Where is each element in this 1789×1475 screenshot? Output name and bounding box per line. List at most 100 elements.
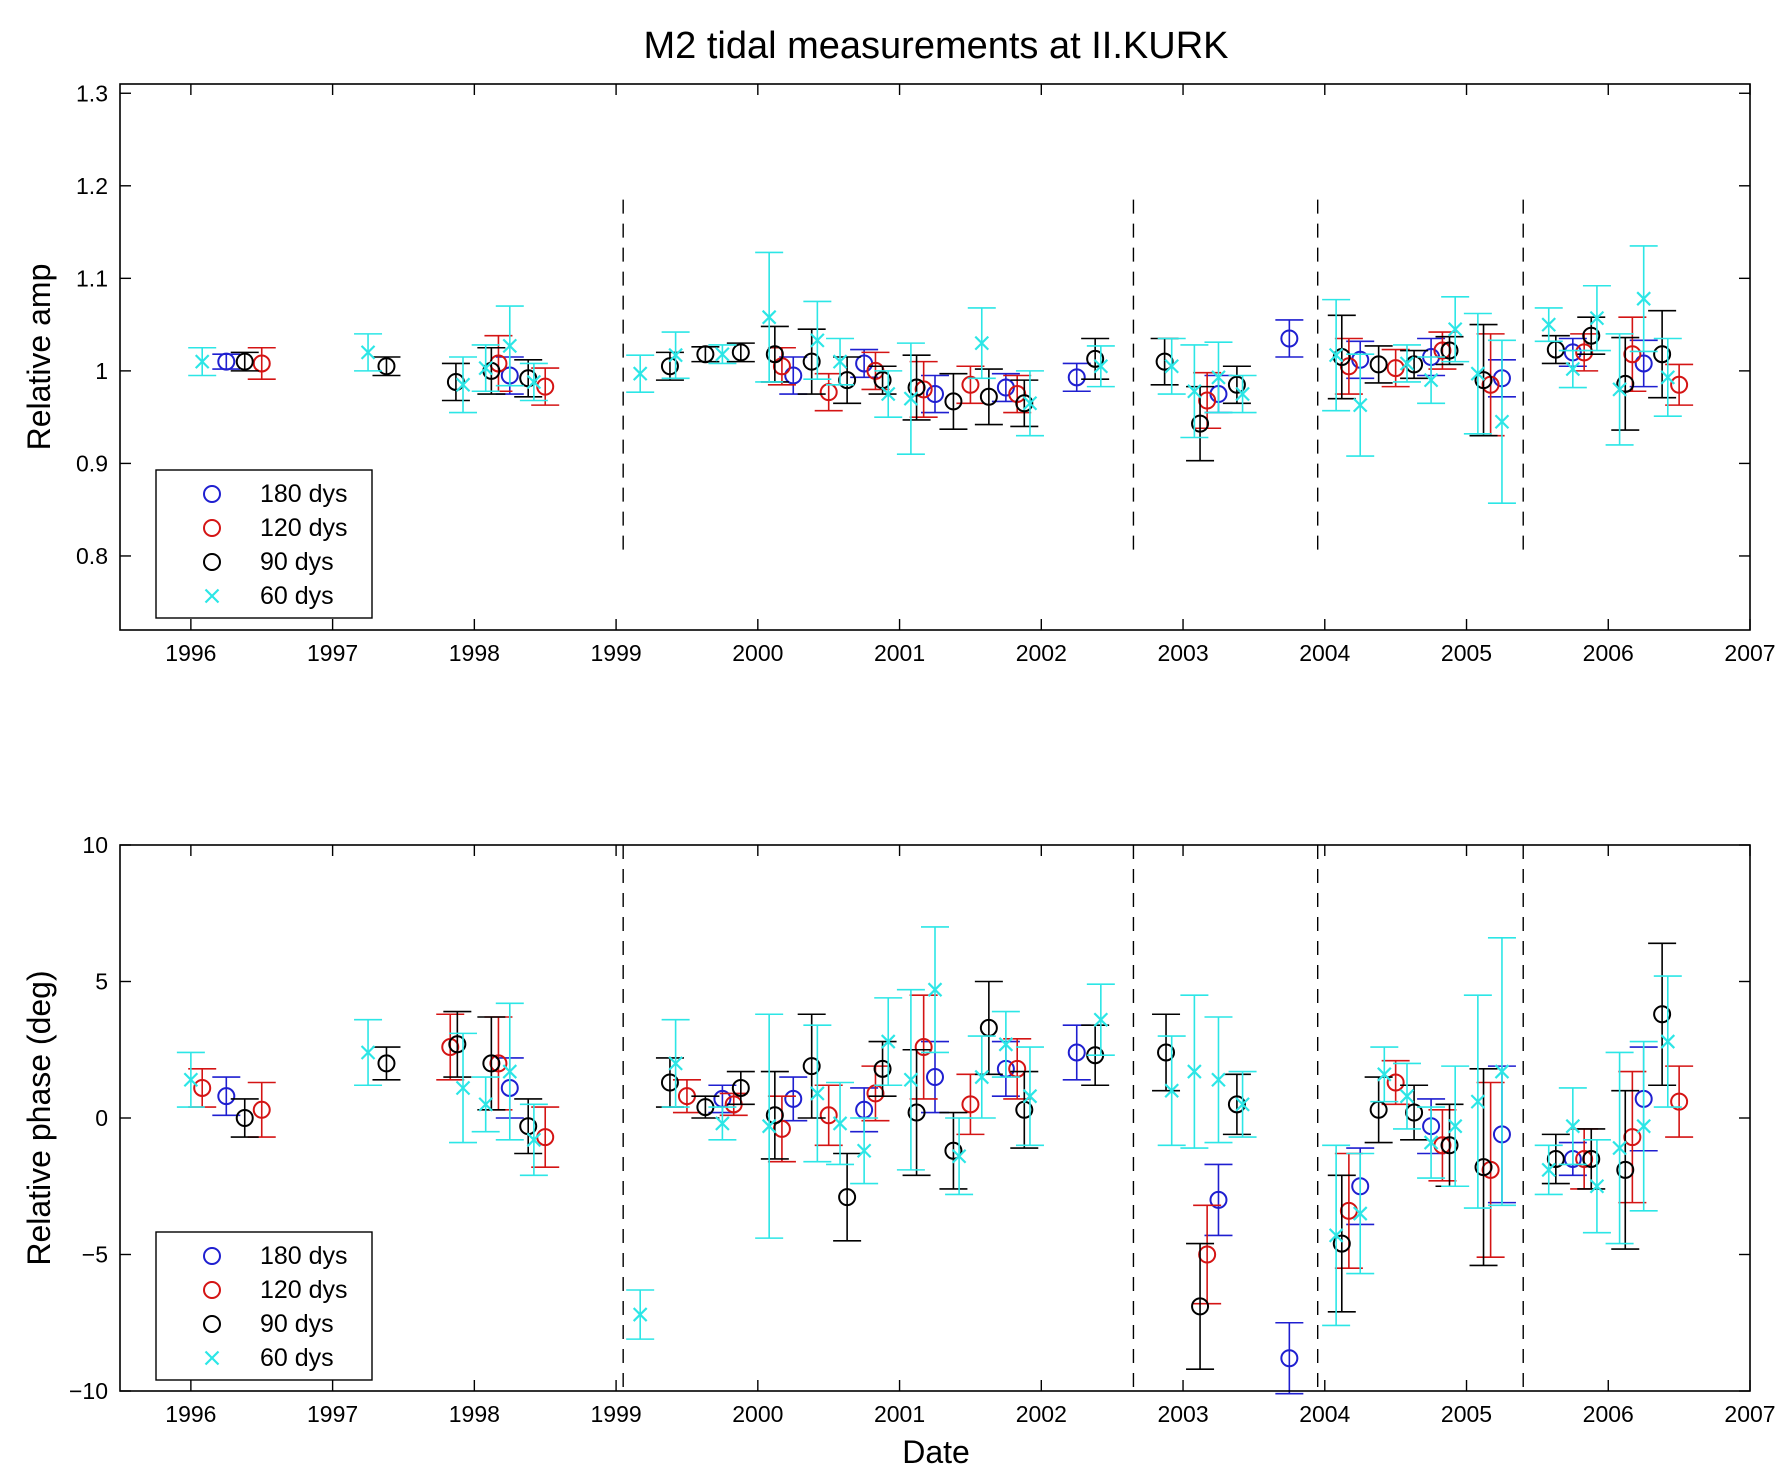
error-bar-120-dys	[1618, 1070, 1647, 1204]
error-bar-90-dys	[1400, 349, 1429, 380]
data-point-60-dys	[1187, 383, 1202, 399]
data-point-60-dys	[1636, 1118, 1651, 1134]
data-point-60-dys	[761, 1118, 777, 1134]
data-point-120-dys	[961, 375, 980, 394]
error-bar-90-dys	[1152, 1013, 1181, 1092]
legend: 180 dys 120 dys 90 dys 60 dys	[155, 1231, 373, 1381]
series-60-dys	[188, 245, 1682, 505]
data-point-60-dys	[1235, 1097, 1250, 1112]
data-point-60-dys	[1423, 372, 1439, 388]
error-bar-120-dys	[1334, 337, 1363, 395]
amplitude-panel: 1996 1997 1998 1999 2000 2001 2002 2003 2004 2005…	[21, 80, 1776, 666]
legend-label-60-dys: 60 dys	[260, 1344, 334, 1372]
data-point-60-dys	[1541, 1162, 1557, 1178]
error-bar-90-dys	[1648, 942, 1677, 1087]
error-bar-90-dys	[902, 1048, 931, 1177]
x-tick-label: 2004	[1299, 1401, 1350, 1427]
data-point-180-dys	[217, 1087, 236, 1106]
y-tick-label: 5	[95, 969, 108, 995]
data-point-90-dys	[802, 1057, 821, 1076]
error-bar-90-dys	[1435, 1103, 1464, 1188]
error-bar-90-dys	[1327, 314, 1356, 400]
x-tick-label: 1999	[591, 640, 642, 666]
data-point-180-dys	[926, 1068, 944, 1087]
y-tick-label: 1.1	[76, 265, 108, 291]
data-point-60-dys	[1660, 370, 1676, 385]
data-point-60-dys	[1494, 414, 1510, 430]
y-axis-label: Relative amp	[21, 264, 57, 451]
error-bar-90-dys	[1435, 335, 1464, 366]
data-point-60-dys	[1164, 1083, 1179, 1098]
data-point-90-dys	[1191, 1297, 1210, 1316]
data-point-120-dys	[252, 354, 271, 373]
data-point-90-dys	[1653, 345, 1672, 364]
data-point-60-dys	[668, 347, 683, 363]
x-tick-label: 2000	[732, 640, 783, 666]
data-point-90-dys	[1440, 1136, 1459, 1155]
data-point-90-dys	[660, 1073, 679, 1092]
data-point-120-dys	[1433, 341, 1452, 360]
data-point-60-dys	[1636, 291, 1651, 306]
error-bar-120-dys	[1003, 1038, 1032, 1100]
data-point-180-dys	[1067, 1043, 1086, 1062]
data-point-90-dys	[446, 372, 465, 391]
data-point-90-dys	[1155, 352, 1174, 371]
data-point-60-dys	[715, 346, 730, 362]
series-90-dys	[230, 942, 1677, 1370]
legend-box	[155, 469, 373, 619]
legend-label-180-dys: 180 dys	[260, 1242, 348, 1270]
error-bar-90-dys	[1400, 1084, 1429, 1141]
x-tick-label: 1998	[449, 1401, 500, 1427]
data-point-180-dys	[1280, 1349, 1299, 1368]
data-point-120-dys	[914, 1038, 933, 1057]
data-point-90-dys	[944, 1141, 963, 1160]
data-point-60-dys	[903, 1072, 919, 1088]
error-bar-180-dys	[921, 374, 949, 414]
data-point-60-dys	[1660, 1034, 1676, 1049]
data-point-60-dys	[1093, 1012, 1109, 1027]
error-bar-180-dys	[1062, 1024, 1091, 1081]
x-tick-label: 1997	[307, 640, 358, 666]
data-point-120-dys	[1623, 345, 1642, 364]
legend-label-120-dys: 120 dys	[260, 514, 348, 542]
data-point-90-dys	[1015, 394, 1034, 413]
legend-marker-180-dys	[203, 485, 221, 503]
legend-marker-120-dys	[203, 519, 221, 537]
data-point-60-dys	[998, 1037, 1014, 1052]
data-point-90-dys	[660, 357, 679, 376]
data-point-60-dys	[360, 345, 376, 360]
y-axis-label: Relative phase (deg)	[21, 970, 57, 1265]
data-point-60-dys	[1211, 370, 1226, 385]
error-bar-120-dys	[814, 1084, 843, 1147]
error-bar-90-dys	[514, 358, 543, 398]
error-bar-90-dys	[372, 356, 401, 377]
series-180-dys	[212, 1024, 1658, 1395]
data-point-60-dys	[832, 354, 848, 369]
data-point-90-dys	[1653, 1005, 1672, 1024]
error-bar-90-dys	[372, 1046, 401, 1081]
data-point-60-dys	[1328, 347, 1344, 363]
legend-marker-60-dys	[204, 588, 220, 604]
data-point-90-dys	[979, 387, 998, 406]
error-bar-90-dys	[726, 342, 755, 363]
legend-marker-180-dys	[203, 1247, 221, 1265]
data-point-90-dys	[1474, 371, 1493, 390]
x-tick-label: 2006	[1583, 640, 1634, 666]
data-point-90-dys	[1440, 341, 1459, 360]
error-bar-180-dys	[1275, 319, 1304, 358]
error-bar-90-dys	[939, 372, 968, 430]
data-point-60-dys	[1022, 395, 1038, 411]
data-point-60-dys	[1423, 1135, 1439, 1150]
data-point-90-dys	[1227, 375, 1246, 394]
data-point-120-dys	[819, 1106, 838, 1125]
error-bar-90-dys	[1010, 1070, 1039, 1149]
x-tick-label: 1996	[165, 640, 216, 666]
data-point-60-dys	[856, 1143, 872, 1159]
data-point-60-dys	[974, 1069, 990, 1085]
data-point-60-dys	[1352, 1206, 1368, 1221]
data-point-60-dys	[810, 333, 825, 348]
error-bar-90-dys	[797, 328, 826, 395]
legend-label-120-dys: 120 dys	[260, 1276, 348, 1304]
x-tick-label: 2007	[1724, 640, 1775, 666]
error-bar-120-dys	[909, 994, 938, 1100]
